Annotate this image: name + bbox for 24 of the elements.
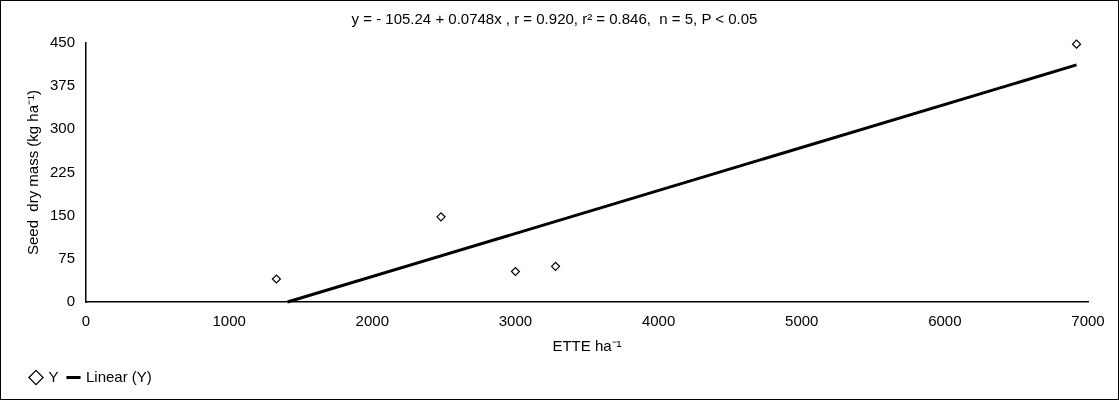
x-tick-label: 3000 <box>498 312 533 330</box>
point <box>1071 39 1082 49</box>
y-tick-label: 75 <box>58 248 76 266</box>
y-tick-label: 150 <box>50 205 76 223</box>
x-tick-label: 1000 <box>212 312 246 330</box>
x-tick-label: 0 <box>81 312 91 330</box>
y-tick-label: 375 <box>50 76 76 94</box>
y-tick-label: 225 <box>50 162 76 180</box>
y-tick-label: 0 <box>66 292 76 310</box>
legend-label: Linear (Y) <box>86 367 152 385</box>
x-tick-label: 6000 <box>928 312 962 330</box>
point <box>436 212 446 222</box>
y-tick-label: 300 <box>50 119 76 137</box>
x-tick-label: 4000 <box>641 312 676 330</box>
y-tick-label: 450 <box>50 33 76 51</box>
legend-label: Y <box>48 367 59 385</box>
chart-title: y = - 105.24 + 0.0748x , r = 0.920, r² = 0.846, n = 5, P < 0.05 <box>351 10 758 28</box>
y-axis-title: Seed dry mass (kg ha⁻¹) <box>24 89 42 256</box>
x-tick-label: 2000 <box>355 312 389 330</box>
point <box>271 274 281 284</box>
x-axis-title: ETTE ha⁻¹ <box>552 337 622 355</box>
x-tick-label: 5000 <box>785 312 819 330</box>
x-tick-label: 7000 <box>1071 312 1105 330</box>
point <box>550 261 561 271</box>
